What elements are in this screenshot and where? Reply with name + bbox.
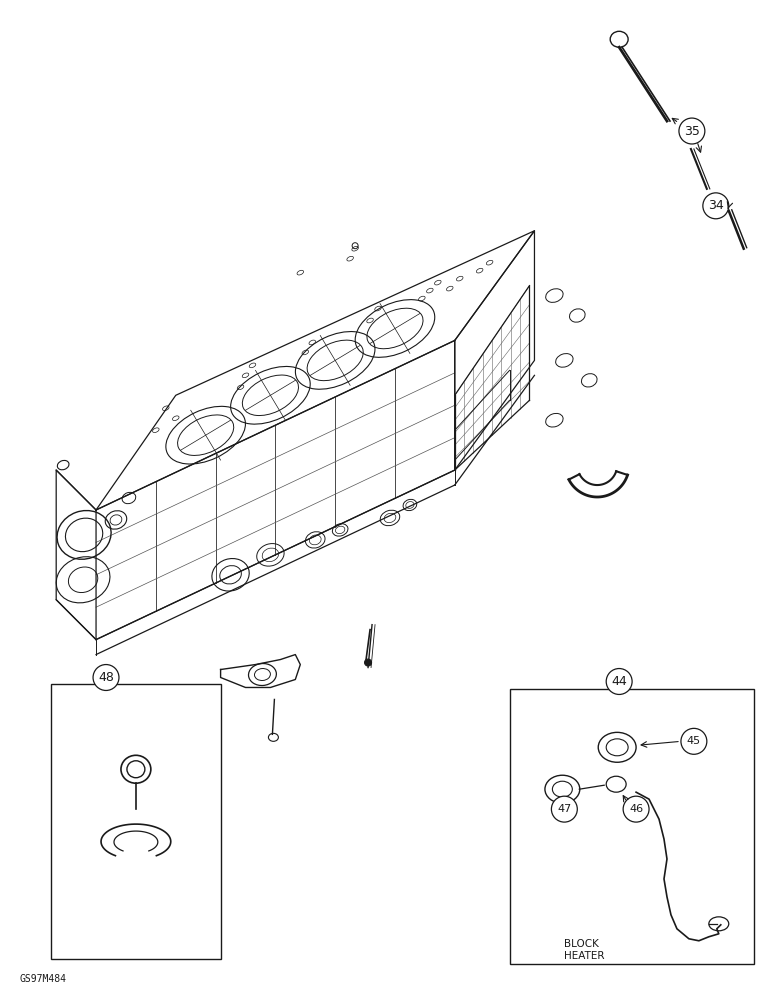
Text: 48: 48 (98, 671, 114, 684)
Bar (51, 684, 221, 959)
Text: 35: 35 (684, 125, 700, 138)
Text: 46: 46 (629, 804, 643, 814)
Circle shape (551, 796, 577, 822)
Circle shape (623, 796, 649, 822)
Text: BLOCK
HEATER: BLOCK HEATER (564, 939, 604, 961)
Text: 34: 34 (708, 199, 723, 212)
Text: 44: 44 (611, 675, 627, 688)
Ellipse shape (709, 917, 729, 931)
Ellipse shape (364, 659, 371, 666)
Text: GS97M484: GS97M484 (19, 974, 66, 984)
Circle shape (93, 665, 119, 690)
Circle shape (681, 728, 707, 754)
Circle shape (606, 669, 632, 694)
Circle shape (679, 118, 705, 144)
Text: 47: 47 (557, 804, 571, 814)
Circle shape (703, 193, 729, 219)
Text: 45: 45 (687, 736, 701, 746)
Bar (510, 689, 753, 964)
